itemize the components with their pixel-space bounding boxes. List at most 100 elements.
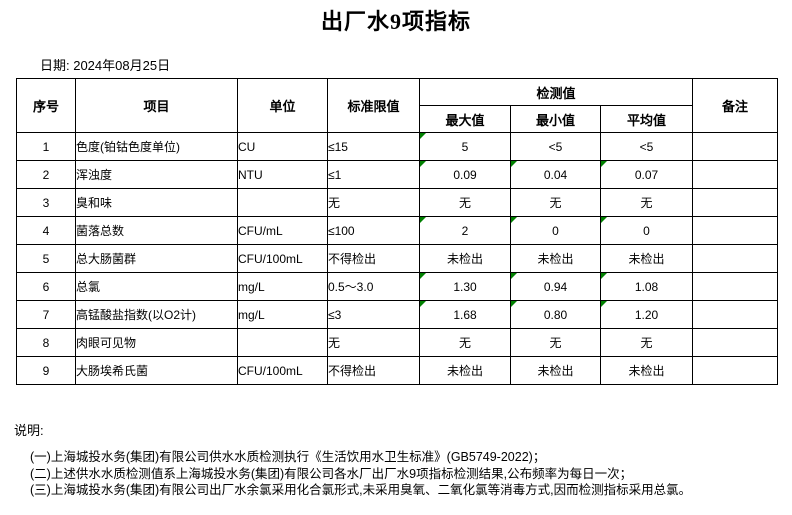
col-header-max: 最大值 [419, 105, 511, 133]
cell-remark [692, 244, 779, 273]
stored-as-text-flag-icon [601, 217, 607, 223]
cell-limit: 无 [327, 328, 420, 357]
note-line-1: (一)上海城投水务(集团)有限公司供水水质检测执行《生活饮用水卫生标准》(GB5… [30, 450, 546, 464]
cell-limit: ≤1 [327, 160, 420, 189]
cell-remark [692, 216, 779, 245]
cell-min: 未检出 [510, 244, 601, 273]
cell-unit: CU [237, 132, 328, 161]
page-title: 出厂水9项指标 [320, 9, 471, 34]
stored-as-text-flag-icon [601, 301, 607, 307]
table-row: 7 高锰酸盐指数(以O2计) mg/L ≤3 1.68 0.80 1.20 [16, 300, 779, 329]
stored-as-text-flag-icon [420, 217, 426, 223]
stored-as-text-flag-icon [601, 273, 607, 279]
stored-as-text-flag-icon [511, 273, 517, 279]
cell-item: 大肠埃希氏菌 [75, 356, 238, 385]
cell-item: 肉眼可见物 [75, 328, 238, 357]
note-line-2: (二)上述供水水质检测值系上海城投水务(集团)有限公司各水厂出厂水9项指标检测结… [30, 466, 633, 481]
cell-max: 未检出 [419, 356, 511, 385]
cell-min: 未检出 [510, 356, 601, 385]
cell-max: 5 [419, 132, 511, 161]
table-row: 8 肉眼可见物 无 无 无 无 [16, 328, 779, 357]
cell-remark [692, 188, 779, 217]
col-header-item: 项目 [75, 78, 238, 133]
cell-max: 无 [419, 328, 511, 357]
stored-as-text-flag-icon [511, 161, 517, 167]
cell-min: 0.80 [510, 300, 601, 329]
stored-as-text-flag-icon [420, 273, 426, 279]
cell-max: 无 [419, 188, 511, 217]
col-header-no: 序号 [16, 78, 76, 133]
cell-min: 0 [510, 216, 601, 245]
col-header-unit: 单位 [237, 78, 328, 133]
cell-limit: 不得检出 [327, 244, 420, 273]
cell-item: 浑浊度 [75, 160, 238, 189]
cell-no: 5 [16, 244, 76, 273]
cell-max: 2 [419, 216, 511, 245]
cell-max: 0.09 [419, 160, 511, 189]
cell-remark [692, 272, 779, 301]
cell-no: 2 [16, 160, 76, 189]
indicators-table: 序号 项目 单位 标准限值 检测值 备注 最大值 最小值 平均值 1 色度(铂钴… [16, 78, 779, 385]
cell-item: 臭和味 [75, 188, 238, 217]
stored-as-text-flag-icon [420, 133, 426, 139]
col-header-min: 最小值 [510, 105, 601, 133]
table-header: 序号 项目 单位 标准限值 检测值 备注 最大值 最小值 平均值 [16, 78, 779, 133]
stored-as-text-flag-icon [511, 217, 517, 223]
notes-section: (一)上海城投水务(集团)有限公司供水水质检测执行《生活饮用水卫生标准》(GB5… [30, 449, 691, 499]
table-row: 9 大肠埃希氏菌 CFU/100mL 不得检出 未检出 未检出 未检出 [16, 356, 779, 385]
cell-unit: NTU [237, 160, 328, 189]
cell-limit: 不得检出 [327, 356, 420, 385]
col-header-remark: 备注 [692, 78, 779, 133]
cell-no: 9 [16, 356, 76, 385]
table-row: 2 浑浊度 NTU ≤1 0.09 0.04 0.07 [16, 160, 779, 189]
cell-min: <5 [510, 132, 601, 161]
cell-remark [692, 132, 779, 161]
cell-avg: 无 [599, 188, 694, 217]
cell-max: 1.30 [419, 272, 511, 301]
table-row: 3 臭和味 无 无 无 无 [16, 188, 779, 217]
cell-max: 1.68 [419, 300, 511, 329]
table-row: 6 总氯 mg/L 0.5～3.0 1.30 0.94 1.08 [16, 272, 779, 301]
cell-unit: CFU/100mL [237, 244, 328, 273]
cell-item: 总大肠菌群 [75, 244, 238, 273]
cell-no: 6 [16, 272, 76, 301]
cell-avg: 0.07 [599, 160, 694, 189]
col-header-avg: 平均值 [599, 105, 694, 133]
cell-item: 色度(铂钴色度单位) [75, 132, 238, 161]
cell-avg: 无 [599, 328, 694, 357]
col-header-detected: 检测值 [418, 78, 694, 106]
cell-unit [237, 328, 328, 357]
cell-avg: 1.08 [599, 272, 694, 301]
cell-no: 1 [16, 132, 76, 161]
cell-limit: 0.5～3.0 [327, 272, 420, 301]
cell-remark [692, 356, 779, 385]
cell-remark [692, 300, 779, 329]
cell-avg: <5 [599, 132, 694, 161]
stored-as-text-flag-icon [601, 161, 607, 167]
cell-no: 7 [16, 300, 76, 329]
cell-min: 无 [510, 328, 601, 357]
cell-item: 菌落总数 [75, 216, 238, 245]
cell-item: 高锰酸盐指数(以O2计) [75, 300, 238, 329]
cell-unit: mg/L [237, 272, 328, 301]
cell-avg: 1.20 [599, 300, 694, 329]
report-date: 日期: 2024年08月25日 [40, 58, 171, 73]
cell-remark [692, 160, 779, 189]
cell-min: 0.04 [510, 160, 601, 189]
cell-unit [237, 188, 328, 217]
table-row: 5 总大肠菌群 CFU/100mL 不得检出 未检出 未检出 未检出 [16, 244, 779, 273]
cell-avg: 未检出 [599, 244, 694, 273]
cell-no: 4 [16, 216, 76, 245]
table-row: 1 色度(铂钴色度单位) CU ≤15 5 <5 <5 [16, 132, 779, 161]
table-row: 4 菌落总数 CFU/mL ≤100 2 0 0 [16, 216, 779, 245]
stored-as-text-flag-icon [511, 301, 517, 307]
cell-unit: CFU/100mL [237, 356, 328, 385]
cell-limit: ≤15 [327, 132, 420, 161]
col-header-limit: 标准限值 [327, 78, 420, 133]
cell-min: 无 [510, 188, 601, 217]
cell-limit: ≤3 [327, 300, 420, 329]
cell-no: 8 [16, 328, 76, 357]
cell-unit: CFU/mL [237, 216, 328, 245]
stored-as-text-flag-icon [420, 161, 426, 167]
